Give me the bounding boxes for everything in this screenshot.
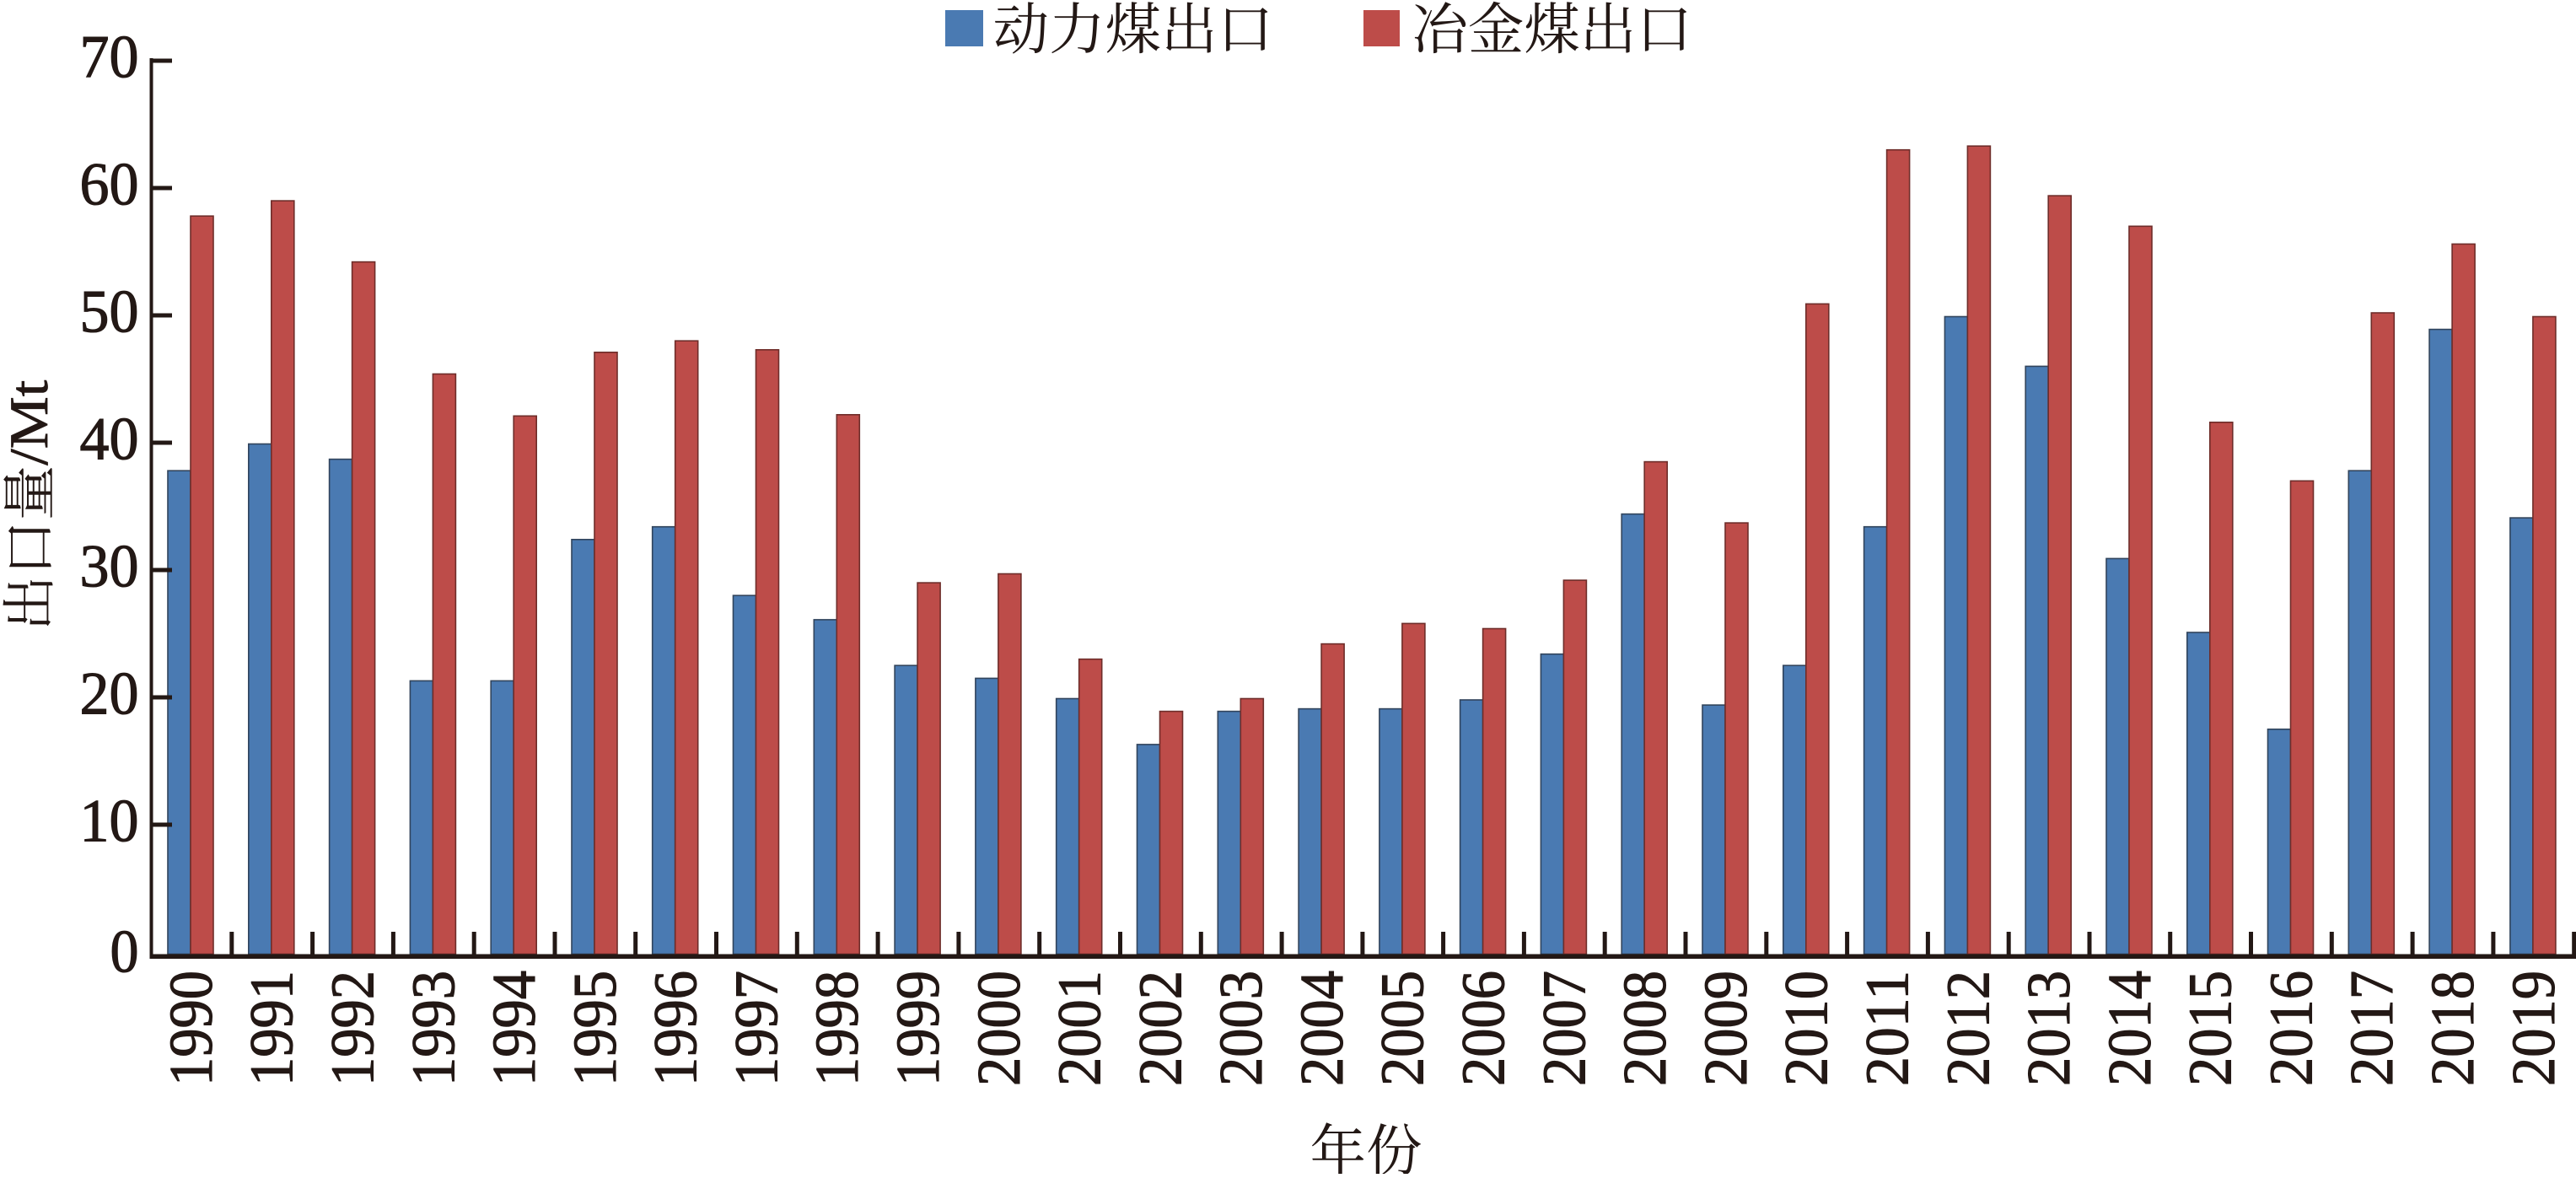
svg-text:50: 50 bbox=[80, 277, 139, 345]
svg-text:60: 60 bbox=[80, 149, 139, 218]
svg-text:2013: 2013 bbox=[2014, 971, 2083, 1086]
svg-text:1995: 1995 bbox=[561, 971, 629, 1086]
svg-text:1997: 1997 bbox=[722, 971, 790, 1086]
svg-text:2010: 2010 bbox=[1772, 971, 1841, 1086]
svg-text:1994: 1994 bbox=[480, 971, 548, 1086]
svg-text:2008: 2008 bbox=[1611, 971, 1679, 1086]
svg-text:2019: 2019 bbox=[2499, 971, 2568, 1086]
svg-text:2006: 2006 bbox=[1449, 971, 1518, 1086]
svg-text:2007: 2007 bbox=[1530, 971, 1598, 1086]
svg-text:2000: 2000 bbox=[965, 971, 1033, 1086]
svg-text:2001: 2001 bbox=[1046, 971, 1114, 1086]
svg-text:1992: 1992 bbox=[319, 971, 387, 1086]
svg-text:2015: 2015 bbox=[2176, 971, 2245, 1086]
svg-text:1991: 1991 bbox=[238, 971, 306, 1086]
svg-text:10: 10 bbox=[80, 786, 139, 854]
svg-text:2017: 2017 bbox=[2337, 971, 2406, 1086]
svg-text:1993: 1993 bbox=[399, 971, 467, 1086]
svg-text:2011: 2011 bbox=[1853, 971, 1922, 1086]
svg-text:1990: 1990 bbox=[157, 971, 225, 1086]
svg-text:/Mt: /Mt bbox=[0, 380, 60, 465]
svg-text:20: 20 bbox=[80, 659, 139, 727]
svg-text:2009: 2009 bbox=[1691, 971, 1760, 1086]
svg-text:2005: 2005 bbox=[1369, 971, 1437, 1086]
svg-text:2016: 2016 bbox=[2256, 971, 2325, 1086]
svg-text:40: 40 bbox=[80, 404, 139, 472]
svg-text:2003: 2003 bbox=[1207, 971, 1275, 1086]
svg-text:0: 0 bbox=[110, 917, 139, 986]
svg-text:2012: 2012 bbox=[1933, 971, 2002, 1086]
svg-text:1999: 1999 bbox=[884, 971, 952, 1086]
svg-text:2014: 2014 bbox=[2095, 971, 2164, 1086]
svg-text:1996: 1996 bbox=[642, 971, 710, 1086]
svg-text:2004: 2004 bbox=[1288, 971, 1356, 1086]
svg-text:2018: 2018 bbox=[2418, 971, 2487, 1086]
svg-text:1998: 1998 bbox=[803, 971, 871, 1086]
svg-text:30: 30 bbox=[80, 531, 139, 600]
svg-text:2002: 2002 bbox=[1126, 971, 1194, 1086]
svg-text:70: 70 bbox=[80, 22, 139, 90]
